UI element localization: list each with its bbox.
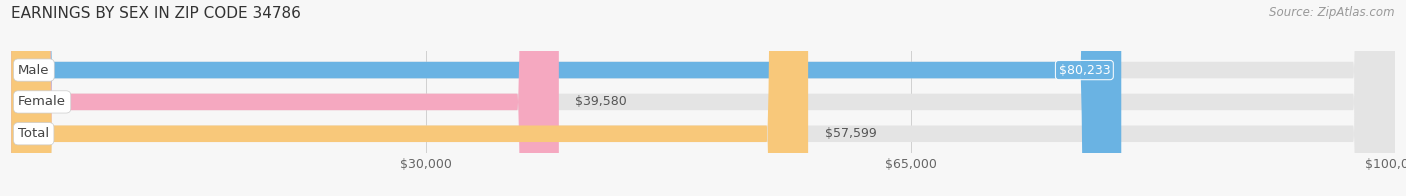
Text: Source: ZipAtlas.com: Source: ZipAtlas.com bbox=[1270, 6, 1395, 19]
FancyBboxPatch shape bbox=[11, 0, 1121, 196]
FancyBboxPatch shape bbox=[11, 0, 1395, 196]
Text: Female: Female bbox=[18, 95, 66, 108]
FancyBboxPatch shape bbox=[11, 0, 808, 196]
Text: Total: Total bbox=[18, 127, 49, 140]
Text: $57,599: $57,599 bbox=[825, 127, 876, 140]
Text: $80,233: $80,233 bbox=[1059, 64, 1111, 77]
Text: $39,580: $39,580 bbox=[575, 95, 627, 108]
FancyBboxPatch shape bbox=[11, 0, 1395, 196]
Text: EARNINGS BY SEX IN ZIP CODE 34786: EARNINGS BY SEX IN ZIP CODE 34786 bbox=[11, 6, 301, 21]
Text: Male: Male bbox=[18, 64, 49, 77]
FancyBboxPatch shape bbox=[11, 0, 558, 196]
FancyBboxPatch shape bbox=[11, 0, 1395, 196]
